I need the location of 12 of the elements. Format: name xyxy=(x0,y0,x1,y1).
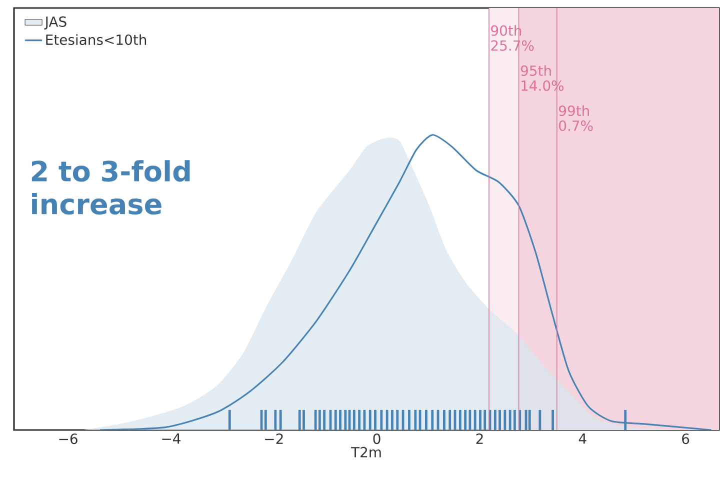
annotation: 2 to 3-fold increase xyxy=(32,160,190,215)
x-tick-label: 4 xyxy=(578,434,586,444)
x-tick-label: 6 xyxy=(682,434,690,444)
x-tick-label: −4 xyxy=(162,434,180,444)
legend-label: Etesians<10th xyxy=(46,34,146,46)
x-tick-label: 0 xyxy=(373,434,380,444)
x-tick-label: −6 xyxy=(59,434,78,444)
ref-line-label: 99th 0.7% xyxy=(558,105,593,131)
legend-label: JAS xyxy=(44,16,66,30)
x-axis-title: T2m xyxy=(350,446,381,458)
x-tick-label: −2 xyxy=(265,434,283,444)
x-tick-label: 2 xyxy=(476,434,483,444)
